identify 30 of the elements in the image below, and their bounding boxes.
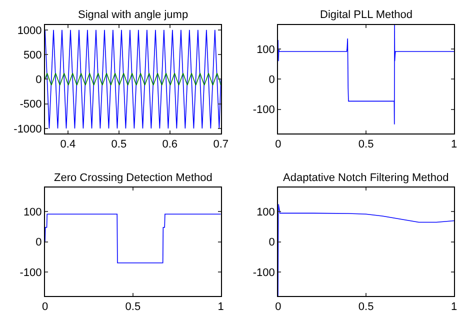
y-tick-label: 1000 bbox=[17, 24, 42, 37]
y-tick-label: -500 bbox=[20, 98, 42, 111]
x-tick-label: 0.5 bbox=[358, 301, 374, 314]
x-tick-label: 0.5 bbox=[358, 138, 374, 151]
line-series bbox=[45, 214, 221, 264]
y-tick-label: -100 bbox=[252, 266, 275, 279]
x-tick-label: 0.7 bbox=[213, 138, 229, 151]
y-tick-label: 0 bbox=[268, 236, 275, 249]
x-tick-label: 0.5 bbox=[125, 301, 141, 314]
chart-title: Digital PLL Method bbox=[320, 9, 413, 21]
y-tick-label: -1000 bbox=[14, 123, 42, 136]
line-series bbox=[278, 25, 454, 125]
y-tick-label: 100 bbox=[256, 44, 275, 56]
y-tick-label: -100 bbox=[20, 266, 42, 279]
chart-title: Signal with angle jump bbox=[78, 9, 188, 21]
x-tick-label: 1 bbox=[450, 301, 458, 314]
y-tick-label: 0 bbox=[268, 74, 275, 86]
x-tick-label: 1 bbox=[218, 301, 224, 314]
chart-title: Adaptative Notch Filtering Method bbox=[283, 172, 449, 184]
y-tick-label: 500 bbox=[23, 49, 42, 62]
x-tick-label: 0.5 bbox=[111, 138, 127, 151]
y-tick-label: 100 bbox=[23, 206, 42, 219]
x-tick-label: 1 bbox=[450, 138, 458, 151]
y-tick-label: -100 bbox=[252, 104, 275, 116]
x-tick-label: 0.4 bbox=[60, 138, 76, 151]
y-tick-label: 100 bbox=[256, 206, 275, 219]
chart-title: Zero Crossing Detection Method bbox=[54, 172, 212, 184]
y-tick-label: 0 bbox=[36, 236, 42, 249]
x-tick-label: 0.6 bbox=[162, 138, 178, 151]
y-tick-label: 0 bbox=[36, 74, 42, 86]
